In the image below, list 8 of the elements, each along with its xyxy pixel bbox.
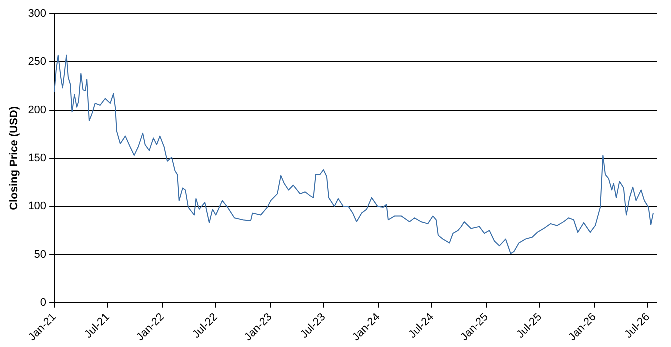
y-tick-label: 0: [40, 296, 47, 309]
y-tick-label: 50: [34, 248, 47, 261]
y-tick-label: 300: [28, 8, 47, 20]
y-tick-label: 250: [28, 56, 47, 68]
y-tick-label: 200: [28, 104, 47, 116]
y-tick-label: 150: [28, 152, 47, 164]
y-axis-title: Closing Price (USD): [8, 106, 21, 210]
y-tick-label: 100: [28, 200, 47, 213]
